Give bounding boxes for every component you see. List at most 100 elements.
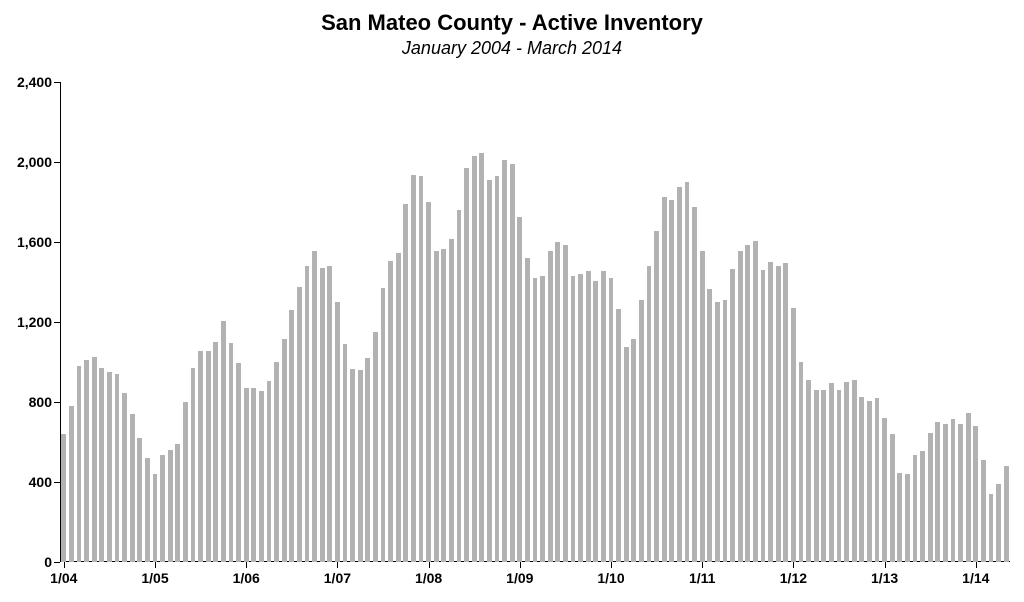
bar: [533, 278, 538, 562]
x-tick-label: 1/07: [324, 562, 351, 586]
bar: [601, 271, 606, 562]
bar: [951, 419, 956, 562]
bar: [867, 401, 872, 562]
bar: [495, 176, 500, 562]
bar: [852, 380, 857, 562]
bar: [654, 231, 659, 562]
bar: [897, 473, 902, 562]
bar: [745, 245, 750, 562]
bar: [882, 418, 887, 562]
bar: [920, 451, 925, 562]
bar: [137, 438, 142, 562]
bar: [472, 156, 477, 562]
bar: [829, 383, 834, 562]
bar: [365, 358, 370, 562]
bar: [510, 164, 515, 562]
bar: [122, 393, 127, 562]
bar: [662, 197, 667, 562]
bar: [305, 266, 310, 562]
bar: [358, 370, 363, 562]
bar: [61, 434, 66, 562]
bar: [913, 455, 918, 562]
bar: [776, 266, 781, 562]
bar: [350, 369, 355, 562]
bar: [373, 332, 378, 562]
y-tick-label: 1,200: [17, 314, 60, 330]
x-tick-label: 1/12: [780, 562, 807, 586]
bar: [327, 266, 332, 562]
bar: [251, 388, 256, 562]
bar: [707, 289, 712, 562]
y-tick-label: 800: [29, 394, 60, 410]
bar: [647, 266, 652, 562]
bar: [487, 180, 492, 562]
bar: [966, 413, 971, 562]
bar: [411, 175, 416, 562]
bar: [267, 381, 272, 562]
bar: [145, 458, 150, 562]
bar: [388, 261, 393, 562]
chart-subtitle: January 2004 - March 2014: [0, 38, 1024, 59]
bar: [677, 187, 682, 562]
bar: [259, 391, 264, 562]
bar: [274, 362, 279, 562]
bar: [1004, 466, 1009, 562]
bar: [943, 424, 948, 562]
bar: [99, 368, 104, 562]
bar: [525, 258, 530, 562]
bar: [479, 153, 484, 562]
bar: [905, 474, 910, 562]
y-tick-label: 2,000: [17, 154, 60, 170]
bar: [419, 176, 424, 562]
plot-area: 04008001,2001,6002,0002,4001/041/051/061…: [60, 82, 1010, 562]
x-tick-label: 1/04: [50, 562, 77, 586]
y-tick-label: 1,600: [17, 234, 60, 250]
bar: [69, 406, 74, 562]
bar: [221, 321, 226, 562]
bar: [426, 202, 431, 562]
bar: [396, 253, 401, 562]
bar: [700, 251, 705, 562]
bar: [540, 276, 545, 562]
x-tick-label: 1/06: [233, 562, 260, 586]
bar: [403, 204, 408, 562]
bar: [107, 372, 112, 562]
bar: [935, 422, 940, 562]
bar: [692, 207, 697, 562]
x-tick-label: 1/10: [597, 562, 624, 586]
bar: [175, 444, 180, 562]
bar: [244, 388, 249, 562]
bar: [730, 269, 735, 562]
bar: [578, 274, 583, 562]
x-tick-label: 1/13: [871, 562, 898, 586]
bar: [130, 414, 135, 562]
bar: [183, 402, 188, 562]
bar: [517, 217, 522, 562]
bar: [548, 251, 553, 562]
y-tick-label: 2,400: [17, 74, 60, 90]
bar: [761, 270, 766, 562]
bar: [343, 344, 348, 562]
bar: [783, 263, 788, 562]
chart-container: San Mateo County - Active Inventory Janu…: [0, 0, 1024, 602]
bar: [753, 241, 758, 562]
bar: [571, 276, 576, 562]
bar: [958, 424, 963, 562]
bar: [320, 268, 325, 562]
bar: [723, 300, 728, 562]
bar: [563, 245, 568, 562]
x-tick-label: 1/08: [415, 562, 442, 586]
bar: [631, 339, 636, 562]
bar: [685, 182, 690, 562]
bar: [381, 288, 386, 562]
bar: [609, 278, 614, 562]
bar: [153, 474, 158, 562]
bar: [669, 200, 674, 562]
bar: [115, 374, 120, 562]
x-tick-label: 1/14: [962, 562, 989, 586]
bar: [502, 160, 507, 562]
bar: [282, 339, 287, 562]
bar: [213, 342, 218, 562]
bar: [989, 494, 994, 562]
bar: [289, 310, 294, 562]
